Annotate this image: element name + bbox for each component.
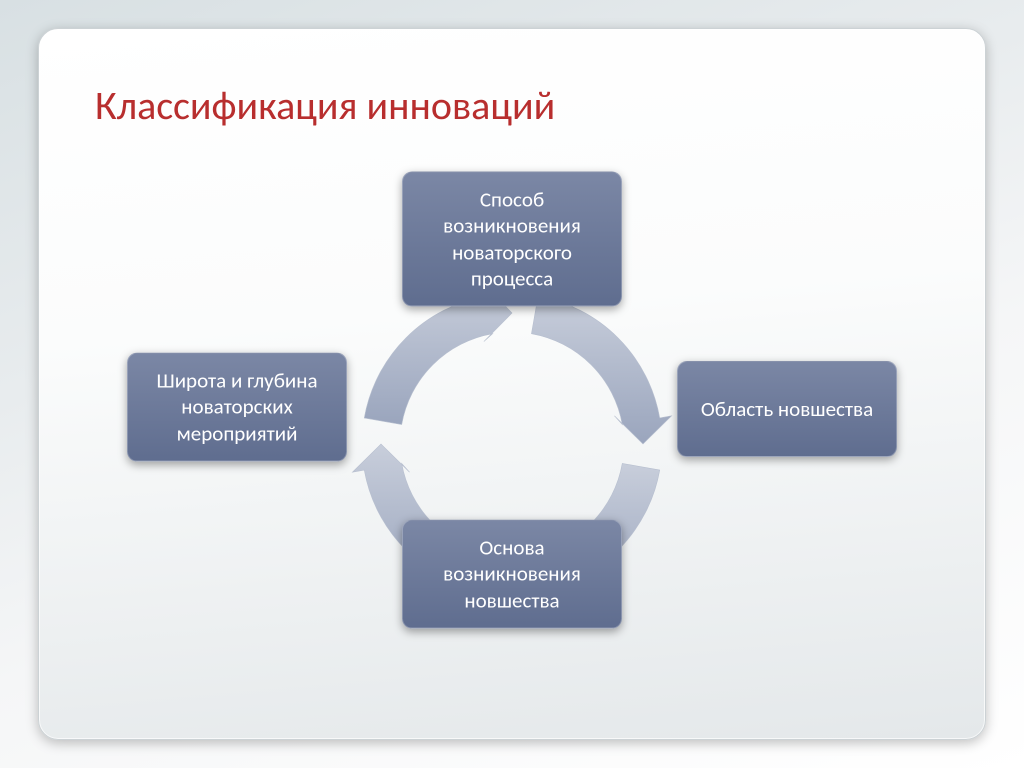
cycle-node-top: Способ возникновения новаторского процес… (402, 172, 622, 307)
cycle-node-bottom: Основа возникновения новшества (402, 520, 622, 629)
cycle-diagram: Способ возникновения новаторского процес… (39, 179, 985, 709)
cycle-arrow-icon (531, 296, 671, 444)
cycle-node-label: Основа возникновения новшества (419, 535, 605, 614)
cycle-node-left: Широта и глубина новаторских мероприятий (127, 353, 347, 462)
cycle-node-label: Широта и глубина новаторских мероприятий (144, 368, 330, 447)
slide-frame: Классификация инноваций Сп (38, 28, 986, 740)
slide-title: Классификация инноваций (95, 81, 555, 130)
cycle-node-right: Область новшества (677, 361, 897, 457)
cycle-node-label: Способ возникновения новаторского процес… (419, 187, 605, 292)
cycle-node-label: Область новшества (701, 396, 873, 422)
